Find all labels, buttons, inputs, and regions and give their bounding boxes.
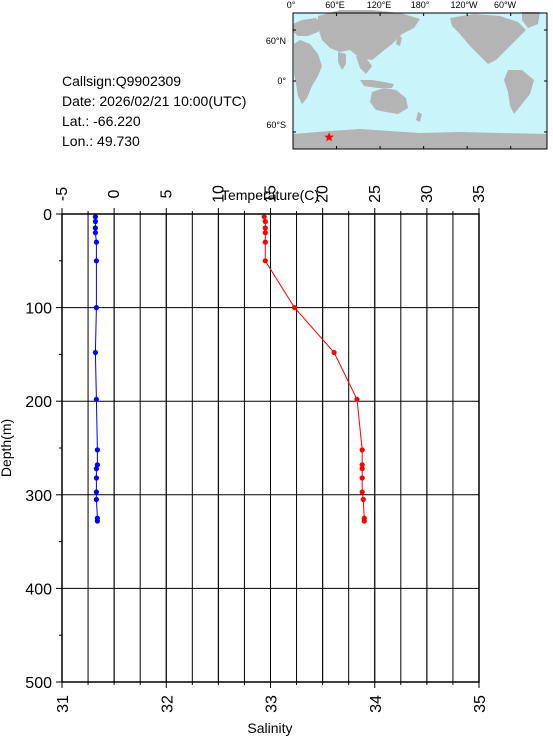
salinity-data-point [94,447,100,453]
temperature-data-point [262,230,268,236]
salinity-data-point [93,496,99,503]
temperature-data-point [262,218,268,225]
plot-frame [61,213,480,683]
map-tick-marks [292,13,547,149]
salinity-data-point [92,214,98,220]
salinity-data-point [93,239,99,245]
north-america-landmass [450,14,526,64]
temperature-tick-label: 15 [263,185,280,203]
temperature-data-point [361,518,367,524]
temperature-tick-label: 5 [158,189,175,198]
salinity-data-point [92,225,98,231]
temperature-tick-label: 30 [419,185,436,203]
salinity-data-point [93,466,99,472]
japan-landmass [396,34,402,46]
salinity-data-point [93,489,99,495]
india-landmass [338,52,346,70]
temperature-data-point [262,225,268,231]
date-text: Date: 2026/02/21 10:00(UTC) [62,93,246,109]
salinity-tick-label: 32 [159,695,176,713]
temperature-data-point [359,489,365,495]
temperature-tick-label: -5 [54,187,71,201]
depth-tick-label: 500 [25,675,52,692]
antarctica-landmass [293,129,547,149]
temperature-data-point [261,214,267,220]
map-label-120e: 120°E [367,0,392,10]
map-land [293,10,547,149]
lat-text: Lat.: -66.220 [62,113,141,129]
map-label-180: 180° [411,0,430,10]
salinity-axis-label: Salinity [247,720,292,736]
africa-landmass [294,40,322,104]
salinity-tick-label: 35 [472,695,489,713]
salinity-data-point [92,349,98,356]
map-label-60e: 60°E [325,0,345,10]
australia-landmass [370,88,408,114]
plot-series [92,214,367,524]
temperature-tick-label: 10 [210,185,227,203]
depth-tick-label: 300 [25,488,52,505]
temperature-profile-line [263,216,365,521]
station-marker [324,132,334,142]
lon-text: Lon.: 49.730 [62,133,140,149]
temperature-data-point [360,496,366,503]
temperature-data-point [354,396,360,402]
temperature-tick-label: 0 [106,189,123,198]
temperature-data-point [291,305,298,311]
europe-landmass [293,18,322,36]
map-label-0: 0° [287,0,296,10]
world-map: 0° 60°E 120°E 180° 120°W 60°W 60°N 0° 60… [266,0,548,150]
asia-landmass [318,10,420,60]
depth-axis-label: Depth(m) [0,419,14,477]
temperature-tick-label: 25 [367,185,384,203]
salinity-data-point [93,305,99,311]
southeast-asia-landmass [356,56,372,74]
temperature-data-point [359,466,365,472]
indonesia-landmass [360,80,394,88]
temperature-data-point [331,349,337,356]
temperature-data-point [359,447,365,453]
map-label-120w: 120°W [450,0,478,10]
salinity-data-point [92,230,98,236]
callsign-text: Callsign:Q9902309 [62,73,181,89]
depth-tick-label: 400 [25,581,52,598]
temperature-tick-label: 35 [471,185,488,203]
star-icon [324,132,334,142]
plot-grid [61,214,480,682]
map-label-60w: 60°W [494,0,517,10]
temperature-data-point [359,462,365,468]
map-label-equator: 0° [277,76,286,86]
salinity-data-point [93,475,99,481]
depth-tick-label: 100 [25,301,52,318]
map-label-60n: 60°N [266,36,286,46]
temperature-axis-label: Temperature(C) [221,187,319,203]
salinity-data-point [93,258,99,264]
salinity-data-point [92,218,98,225]
salinity-tick-label: 33 [264,695,281,713]
greenland-landmass [522,12,540,28]
new-zealand-landmass [416,112,422,122]
south-america-landmass [504,70,534,114]
map-label-60s: 60°S [266,120,286,130]
temperature-tick-label: 20 [315,185,332,203]
temperature-data-point [359,475,365,481]
temperature-data-point [262,258,268,264]
temperature-data-point [262,239,268,245]
plot-ticks [56,208,480,688]
depth-tick-label: 0 [43,207,52,224]
depth-tick-label: 200 [25,394,52,411]
salinity-tick-label: 34 [368,695,385,713]
salinity-tick-label: 31 [55,695,72,713]
salinity-data-point [93,396,99,402]
salinity-data-point [94,518,100,524]
